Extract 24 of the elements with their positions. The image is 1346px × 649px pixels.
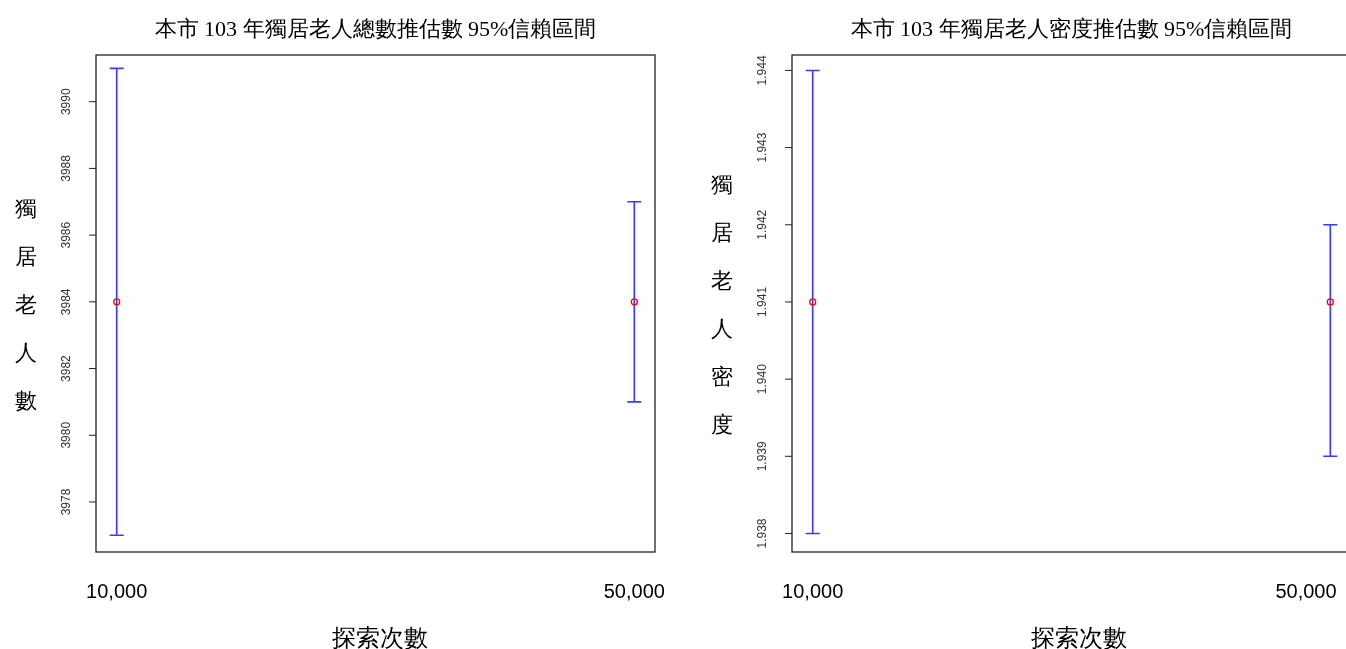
- x-tick-label: 10,000: [782, 580, 844, 602]
- x-tick-label: 50,000: [1275, 580, 1337, 602]
- ytick: 1.940: [755, 364, 769, 395]
- ytick: 1.939: [755, 441, 769, 472]
- ytick: 3986: [59, 221, 73, 249]
- ytick: 1.944: [755, 55, 769, 86]
- ytick: 3984: [59, 288, 73, 316]
- ytick: 3982: [59, 355, 73, 382]
- x-axis-title: 探索次數: [332, 625, 428, 649]
- ytick: 3980: [59, 421, 73, 449]
- y-axis-title: 獨居老人數: [15, 195, 37, 413]
- chart-title: 本市 103 年獨居老人總數推估數 95%信賴區間: [154, 16, 597, 41]
- x-tick-label: 50,000: [603, 580, 665, 602]
- x-axis-title: 探索次數: [1031, 625, 1127, 649]
- ytick: 1.942: [755, 209, 769, 240]
- ytick: 3978: [59, 488, 73, 516]
- ytick: 1.943: [755, 132, 769, 163]
- y-axis-title: 獨居老人密度: [711, 171, 733, 437]
- chart-title: 本市 103 年獨居老人密度推估數 95%信賴區間: [850, 16, 1293, 41]
- ytick: 1.941: [755, 286, 769, 317]
- ytick: 3988: [59, 155, 73, 182]
- ytick: 3990: [59, 88, 73, 116]
- ytick: 1.938: [755, 518, 769, 549]
- x-tick-label: 10,000: [86, 580, 148, 602]
